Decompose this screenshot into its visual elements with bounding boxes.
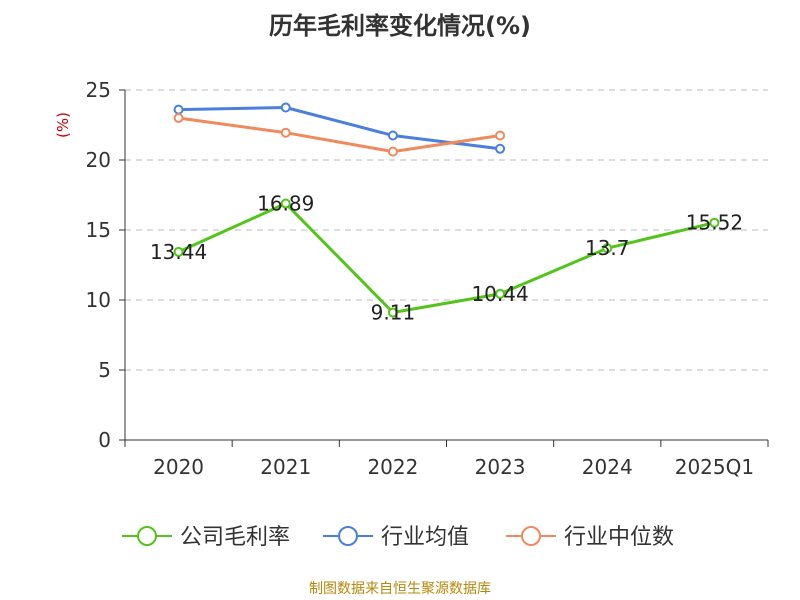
data-point — [387, 130, 398, 141]
series-line — [177, 202, 715, 314]
data-point — [495, 130, 506, 141]
data-point — [173, 246, 184, 257]
y-tick-label: 25 — [86, 78, 111, 102]
legend-marker — [521, 526, 541, 546]
data-label: 13.44 — [150, 240, 207, 264]
data-point — [602, 243, 613, 254]
legend-label: 行业均值 — [381, 525, 469, 550]
data-label: 13.7 — [585, 236, 630, 260]
x-tick-label: 2022 — [367, 455, 418, 479]
data-point — [280, 198, 291, 209]
legend-label: 行业中位数 — [564, 525, 674, 550]
series-line — [178, 116, 501, 154]
legend: 公司毛利率 行业均值 行业中位数 — [122, 525, 674, 550]
x-tick-label: 2023 — [475, 455, 526, 479]
axes: 0 5 10 15 20 25 2020 2021 2022 2023 2024 2025Q1 (%) — [54, 78, 769, 479]
data-point — [173, 104, 184, 115]
data-label: 9.11 — [371, 300, 416, 324]
legend-label: 公司毛利率 — [180, 525, 290, 550]
data-label: 15.52 — [686, 211, 743, 235]
data-point — [495, 143, 506, 154]
x-tick-label: 2025Q1 — [675, 455, 754, 479]
y-tick-label: 15 — [86, 218, 111, 242]
data-point — [280, 102, 291, 113]
y-tick-label: 20 — [86, 148, 111, 172]
data-point — [280, 127, 291, 138]
data-labels: 13.44 16.89 9.11 10.44 13.7 15.52 — [150, 192, 743, 325]
data-point — [387, 146, 398, 157]
data-point — [709, 217, 720, 228]
x-tick-label: 2020 — [153, 455, 204, 479]
data-label: 10.44 — [471, 282, 528, 306]
data-point — [173, 113, 184, 123]
gridlines — [125, 89, 768, 371]
y-axis-label: (%) — [54, 112, 72, 138]
data-label: 16.89 — [257, 192, 314, 216]
data-point — [387, 307, 398, 318]
x-tick-label: 2024 — [582, 455, 633, 479]
series-lines — [173, 102, 720, 318]
y-tick-label: 10 — [86, 288, 111, 312]
source-note: 制图数据来自恒生聚源数据库 — [309, 581, 491, 597]
y-tick-label: 5 — [98, 358, 111, 382]
data-point — [495, 288, 506, 299]
legend-marker — [137, 526, 157, 546]
legend-marker — [338, 526, 358, 546]
chart-title: 历年毛利率变化情况(%) — [269, 12, 531, 40]
y-tick-label: 0 — [98, 428, 111, 452]
x-tick-label: 2021 — [260, 455, 311, 479]
